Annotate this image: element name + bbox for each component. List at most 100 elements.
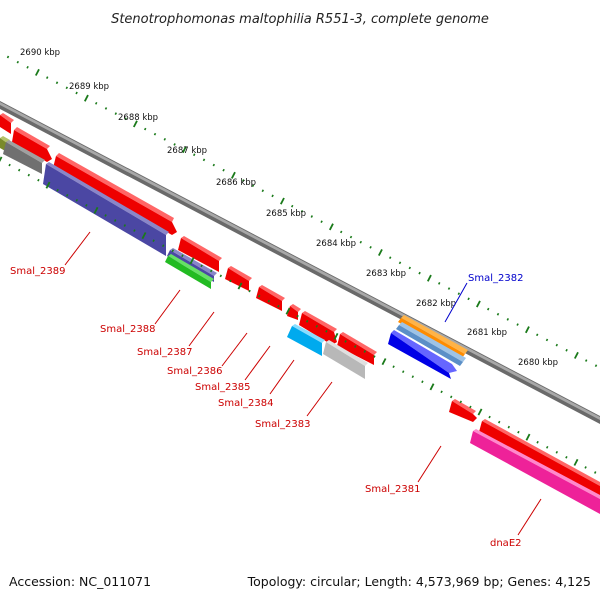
scale-tick-minor	[467, 297, 470, 301]
feature-red-5	[225, 266, 252, 291]
scale-tick-minor	[75, 91, 78, 95]
forward-strand	[388, 315, 468, 379]
scale-tick-minor	[447, 287, 451, 290]
gene-label: Smal_2389	[10, 266, 65, 277]
scale-tick-minor	[290, 204, 294, 208]
scale-tick-major	[525, 326, 530, 334]
scale-tick-major	[477, 408, 483, 416]
scale-ring-outer	[6, 55, 598, 368]
scale-tick-major	[476, 300, 481, 308]
gene-label: dnaE2	[490, 538, 522, 549]
scale-tick-major	[182, 146, 187, 154]
scale-tick-minor	[506, 318, 510, 321]
feature-red-11	[479, 419, 600, 497]
scale-tick-minor	[153, 132, 157, 136]
scale-labels: 2690 kbp 2689 kbp 2688 kbp 2687 kbp 2686 kbp…	[20, 48, 558, 368]
scale-tick-minor	[248, 289, 251, 293]
scale-tick-minor	[75, 198, 79, 202]
scale-tick-minor	[488, 415, 491, 419]
scale-tick-minor	[219, 274, 223, 278]
map-title: Stenotrophomonas maltophilia R551-3, com…	[111, 12, 489, 27]
scale-tick-minor	[26, 65, 29, 69]
scale-tick-minor	[457, 292, 461, 295]
scale-tick-minor	[373, 355, 376, 358]
scale-tick-minor	[161, 244, 165, 248]
gene-label: Smal_2381	[365, 484, 420, 495]
scale-tick-major	[93, 206, 99, 214]
scale-tick-minor	[45, 76, 49, 79]
scale-tick-minor	[261, 189, 265, 193]
scale-tick-minor	[459, 400, 463, 404]
scale-tick-major	[237, 282, 243, 290]
scale-tick-minor	[133, 229, 136, 232]
scale-tick-minor	[212, 163, 216, 167]
scale-tick-minor	[124, 117, 127, 121]
scale-tick-minor	[163, 137, 167, 141]
scale-label: 2683 kbp	[366, 269, 406, 279]
scale-tick-minor	[271, 194, 274, 198]
feature-cyan	[287, 324, 325, 356]
feature-red-7	[287, 304, 301, 320]
scale-label: 2687 kbp	[167, 146, 207, 156]
genome-summary-text: Topology: circular; Length: 4,573,969 bp…	[247, 574, 591, 589]
scale-tick-minor	[104, 107, 108, 110]
scale-tick-minor	[113, 219, 117, 222]
gene-label: Smal_2385	[195, 382, 250, 393]
scale-tick-minor	[104, 214, 107, 217]
scale-label: 2690 kbp	[20, 48, 60, 58]
scale-tick-minor	[486, 307, 490, 311]
scale-tick-minor	[555, 450, 559, 454]
scale-tick-minor	[418, 271, 421, 275]
scale-tick-major	[141, 232, 147, 240]
scale-tick-minor	[192, 153, 196, 157]
scale-tick-major	[35, 68, 40, 76]
scale-tick-minor	[17, 168, 21, 172]
scale-tick-major	[429, 383, 435, 391]
scale-tick-major	[427, 274, 432, 282]
scale-tick-minor	[408, 266, 412, 270]
scale-tick-minor	[555, 343, 559, 347]
scale-label: 2680 kbp	[518, 358, 558, 368]
scale-tick-minor	[449, 395, 453, 399]
scale-tick-minor	[251, 184, 255, 187]
scale-tick-minor	[437, 282, 441, 285]
gene-label: Smal_2388	[100, 324, 155, 335]
feature-lightgrey	[323, 340, 368, 379]
scale-label: 2684 kbp	[316, 239, 356, 249]
scale-tick-major	[84, 94, 89, 102]
scale-tick-minor	[497, 420, 501, 424]
scale-tick-minor	[241, 179, 245, 182]
scale-tick-minor	[440, 390, 443, 394]
scale-tick-minor	[565, 456, 568, 459]
scale-tick-minor	[339, 230, 343, 234]
gene-label: Smal_2386	[167, 366, 222, 377]
feature-purple	[43, 162, 169, 256]
scale-tick-minor	[584, 359, 588, 362]
scale-tick-minor	[56, 188, 59, 192]
scale-tick-major	[45, 181, 51, 189]
scale-tick-minor	[507, 425, 511, 429]
feature-grey	[3, 140, 45, 174]
scale-tick-minor	[359, 240, 363, 244]
scale-tick-major	[381, 358, 387, 366]
scale-tick-minor	[320, 220, 323, 223]
scale-tick-minor	[411, 375, 415, 379]
scale-tick-minor	[229, 279, 232, 283]
scale-tick-minor	[152, 239, 155, 242]
scale-tick-major	[329, 223, 334, 231]
scale-tick-minor	[305, 319, 309, 323]
scale-tick-major	[280, 197, 285, 205]
feature-red-2	[12, 127, 52, 162]
scale-tick-major	[333, 332, 339, 340]
scale-tick-major	[231, 171, 236, 179]
feature-red-8	[299, 311, 337, 345]
scale-tick-minor	[85, 204, 88, 207]
scale-tick-major	[378, 248, 383, 257]
scale-tick-major	[573, 458, 579, 466]
scale-tick-minor	[369, 246, 372, 249]
scale-label: 2686 kbp	[216, 178, 256, 188]
scale-tick-minor	[392, 365, 395, 368]
scale-tick-minor	[94, 101, 98, 105]
scale-tick-minor	[173, 143, 176, 146]
